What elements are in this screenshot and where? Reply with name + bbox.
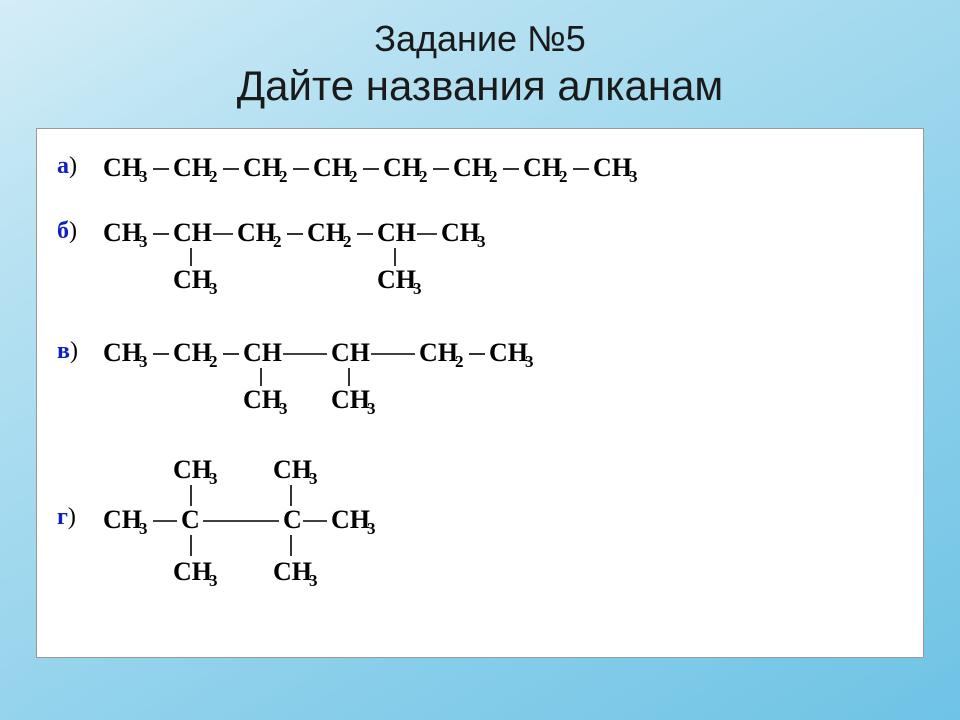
svg-text:2: 2 bbox=[343, 232, 352, 251]
svg-text:2: 2 bbox=[273, 232, 282, 251]
svg-text:CH: CH bbox=[273, 456, 312, 484]
task-number: Задание №5 bbox=[0, 18, 960, 60]
svg-text:CH: CH bbox=[173, 338, 212, 367]
svg-text:2: 2 bbox=[455, 352, 464, 371]
formula-v: CH3 CH2 CH CH CH2 CH3 CH3 CH3 bbox=[103, 336, 923, 436]
svg-text:CH: CH bbox=[243, 385, 282, 414]
formula-a-svg: CH3 CH2 CH2 CH2 CH2 CH2 CH2 CH3 bbox=[103, 151, 923, 191]
svg-text:2: 2 bbox=[559, 167, 568, 186]
svg-text:2: 2 bbox=[419, 167, 428, 186]
svg-text:3: 3 bbox=[413, 279, 422, 298]
svg-text:3: 3 bbox=[139, 167, 148, 186]
label-v: в) bbox=[57, 336, 103, 365]
svg-text:CH: CH bbox=[173, 218, 212, 247]
task-title: Дайте названия алканам bbox=[0, 62, 960, 110]
formula-v-row: в) CH3 CH2 CH CH CH2 CH3 C bbox=[57, 336, 903, 436]
svg-text:CH: CH bbox=[243, 153, 282, 182]
svg-text:CH: CH bbox=[593, 153, 632, 182]
svg-text:3: 3 bbox=[309, 469, 318, 488]
svg-text:CH: CH bbox=[377, 265, 416, 294]
svg-text:CH: CH bbox=[173, 153, 212, 182]
svg-text:CH: CH bbox=[523, 153, 562, 182]
svg-text:CH: CH bbox=[313, 153, 352, 182]
svg-text:3: 3 bbox=[525, 352, 534, 371]
svg-text:3: 3 bbox=[309, 571, 318, 590]
svg-text:3: 3 bbox=[139, 232, 148, 251]
svg-text:3: 3 bbox=[139, 352, 148, 371]
formula-g-svg: CH3 CH3 CH3 C C CH3 CH3 CH3 bbox=[103, 456, 923, 606]
svg-text:CH: CH bbox=[331, 385, 370, 414]
label-b: б) bbox=[57, 216, 103, 245]
label-g: г) bbox=[57, 456, 103, 531]
svg-text:CH: CH bbox=[103, 218, 142, 247]
formula-a: CH3 CH2 CH2 CH2 CH2 CH2 CH2 CH3 bbox=[103, 151, 923, 196]
svg-text:CH: CH bbox=[419, 338, 458, 367]
svg-text:CH: CH bbox=[331, 338, 370, 367]
svg-text:CH: CH bbox=[489, 338, 528, 367]
formula-b: CH3 CH CH2 CH2 CH CH3 CH3 CH3 bbox=[103, 216, 923, 316]
svg-text:3: 3 bbox=[209, 279, 218, 298]
svg-text:CH: CH bbox=[103, 505, 142, 534]
svg-text:3: 3 bbox=[209, 571, 218, 590]
formula-g-row: г) CH3 CH3 CH3 C C CH3 bbox=[57, 456, 903, 611]
svg-text:3: 3 bbox=[209, 469, 218, 488]
formula-v-svg: CH3 CH2 CH CH CH2 CH3 CH3 CH3 bbox=[103, 336, 923, 431]
svg-text:2: 2 bbox=[279, 167, 288, 186]
svg-text:2: 2 bbox=[489, 167, 498, 186]
formula-g: CH3 CH3 CH3 C C CH3 CH3 CH3 bbox=[103, 456, 923, 611]
svg-text:3: 3 bbox=[139, 519, 148, 538]
label-a: а) bbox=[57, 151, 103, 180]
formula-box: а) CH3 CH2 CH2 CH2 CH2 CH2 CH2 bbox=[36, 128, 924, 658]
svg-text:2: 2 bbox=[209, 167, 218, 186]
svg-text:C: C bbox=[283, 505, 302, 534]
svg-text:CH: CH bbox=[103, 338, 142, 367]
svg-text:CH: CH bbox=[173, 265, 212, 294]
svg-text:CH: CH bbox=[453, 153, 492, 182]
svg-text:2: 2 bbox=[209, 352, 218, 371]
formula-b-row: б) CH3 CH CH2 CH2 CH CH3 C bbox=[57, 216, 903, 316]
svg-text:CH: CH bbox=[331, 505, 370, 534]
svg-text:2: 2 bbox=[349, 167, 358, 186]
svg-text:CH: CH bbox=[173, 456, 212, 484]
svg-text:3: 3 bbox=[477, 232, 486, 251]
svg-text:CH: CH bbox=[173, 557, 212, 586]
svg-text:CH: CH bbox=[307, 218, 346, 247]
svg-text:CH: CH bbox=[237, 218, 276, 247]
svg-text:3: 3 bbox=[367, 399, 376, 418]
svg-text:3: 3 bbox=[629, 167, 638, 186]
formula-a-row: а) CH3 CH2 CH2 CH2 CH2 CH2 CH2 bbox=[57, 151, 903, 196]
svg-text:CH: CH bbox=[383, 153, 422, 182]
svg-text:CH: CH bbox=[377, 218, 416, 247]
svg-text:3: 3 bbox=[279, 399, 288, 418]
svg-text:CH: CH bbox=[243, 338, 282, 367]
svg-text:CH: CH bbox=[103, 153, 142, 182]
svg-text:3: 3 bbox=[367, 519, 376, 538]
svg-text:CH: CH bbox=[441, 218, 480, 247]
formula-b-svg: CH3 CH CH2 CH2 CH CH3 CH3 CH3 bbox=[103, 216, 923, 311]
title-area: Задание №5 Дайте названия алканам bbox=[0, 0, 960, 128]
slide: Задание №5 Дайте названия алканам а) CH3… bbox=[0, 0, 960, 720]
svg-text:C: C bbox=[181, 505, 200, 534]
svg-text:CH: CH bbox=[273, 557, 312, 586]
